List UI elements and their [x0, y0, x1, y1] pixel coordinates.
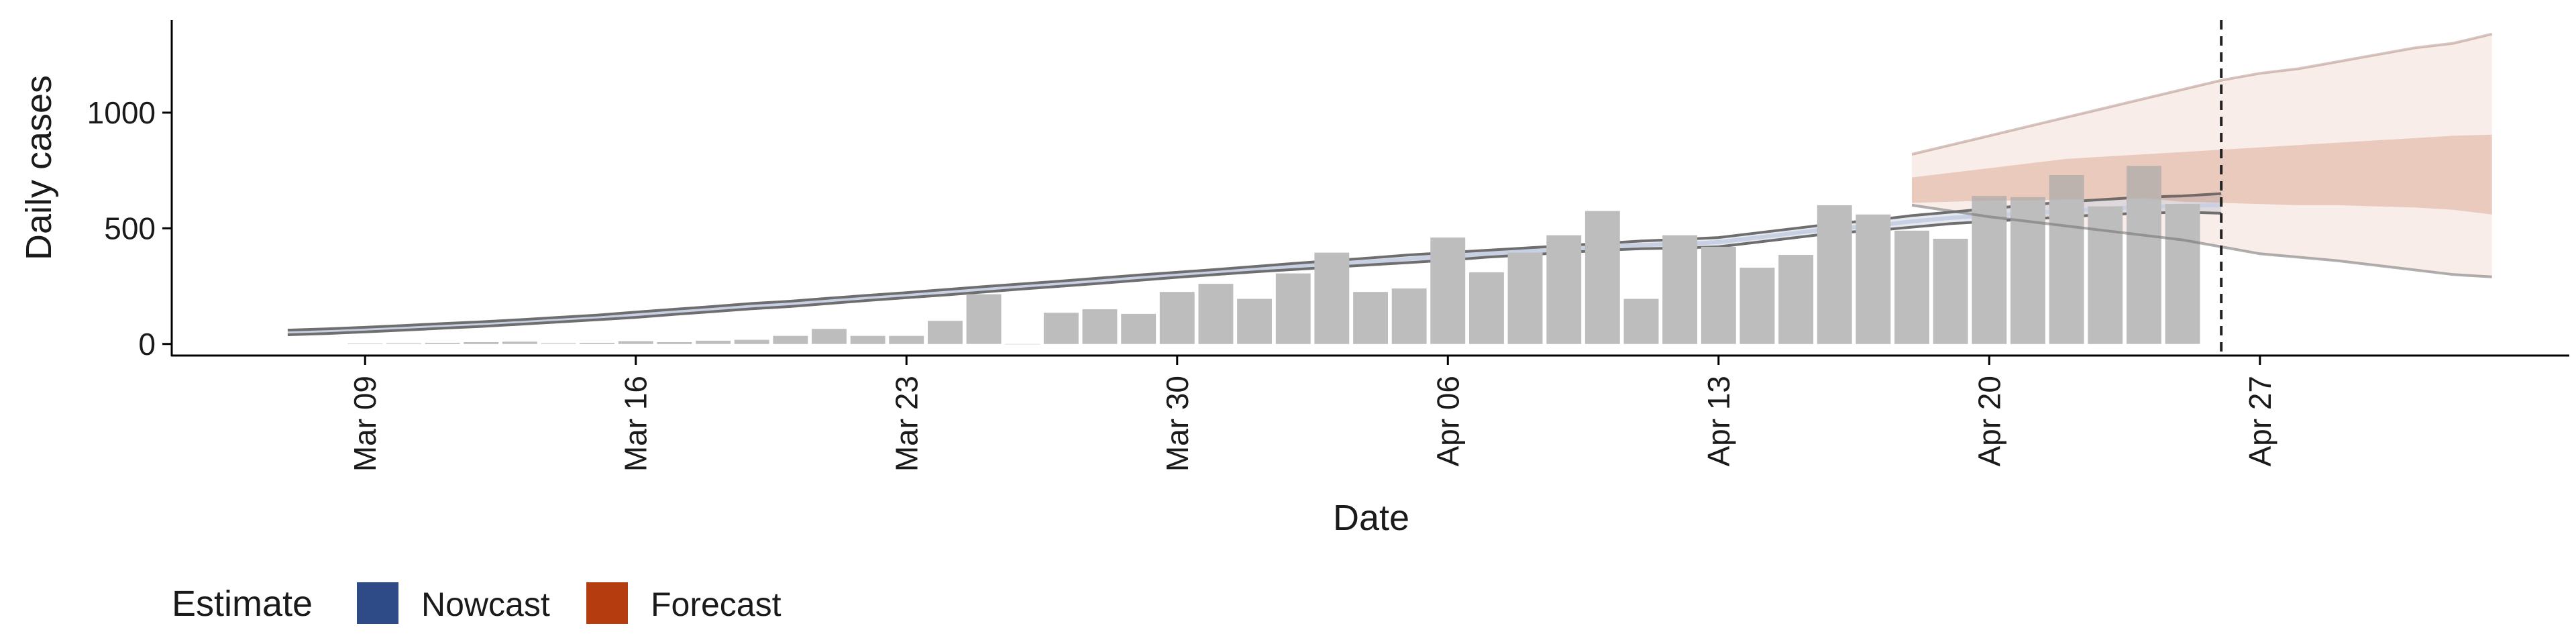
observed-bar [1894, 230, 1929, 344]
observed-bar [1391, 288, 1427, 344]
observed-bar [1314, 252, 1350, 344]
observed-bar [696, 340, 731, 344]
observed-bar [2165, 204, 2200, 344]
observed-bar [657, 342, 692, 344]
nowcast-median-line [287, 203, 2222, 335]
observed-bars [347, 166, 2200, 345]
x-tick-label: Apr 13 [1701, 376, 1736, 467]
observed-bar [1469, 272, 1504, 344]
observed-bar [1275, 273, 1311, 344]
nowcast-lower-line [287, 211, 2222, 336]
x-tick-label: Apr 27 [2243, 376, 2277, 467]
x-tick-label: Apr 06 [1430, 376, 1465, 467]
forecast-overlay [1911, 134, 2492, 278]
y-tick-label: 0 [138, 327, 156, 362]
observed-bar [2127, 166, 2161, 344]
observed-bar [1585, 211, 1620, 344]
legend-label-forecast: Forecast [651, 586, 782, 623]
observed-bar [1198, 284, 1234, 344]
observed-bar [1430, 237, 1466, 344]
x-tick-label: Mar 23 [889, 376, 924, 472]
x-ticks: Mar 09 Mar 16 Mar 23 Mar 30 Apr 06 Apr 13 Apr … [347, 356, 2277, 472]
forecast-inner-overlay [1912, 134, 2492, 215]
x-axis-title: Date [1333, 498, 1409, 538]
legend-swatch-forecast [586, 582, 628, 624]
observed-bar [966, 294, 1002, 344]
forecast-lower-line [1911, 203, 2492, 278]
observed-bar [850, 335, 885, 344]
y-ticks: 0 500 1000 [87, 95, 172, 362]
legend: Estimate Nowcast Forecast [172, 582, 782, 624]
observed-bar [1353, 292, 1388, 344]
observed-bar [1159, 292, 1195, 344]
observed-bar [2088, 206, 2123, 344]
observed-bar [1701, 246, 1736, 344]
y-tick-label: 1000 [87, 95, 156, 130]
observed-bar [1739, 268, 1775, 344]
observed-bar [1043, 313, 1079, 344]
observed-bar [889, 335, 924, 344]
forecast-upper-line [1911, 32, 2493, 156]
observed-bar [1972, 196, 2007, 344]
observed-bar [347, 343, 383, 344]
x-tick-label: Mar 09 [347, 376, 382, 472]
observed-bar [734, 339, 769, 344]
observed-bar [1817, 205, 1852, 344]
x-tick-label: Mar 16 [619, 376, 653, 472]
x-tick-label: Apr 20 [1972, 376, 2006, 467]
legend-label-nowcast: Nowcast [421, 586, 550, 623]
observed-bar [773, 335, 808, 344]
observed-bar [1856, 214, 1891, 344]
y-axis-title: Daily cases [19, 75, 59, 260]
observed-bar [1005, 343, 1040, 345]
axes [170, 20, 2569, 357]
observed-bar [502, 341, 537, 344]
nowcast-upper-line [287, 192, 2222, 332]
y-tick-label: 500 [104, 211, 156, 246]
observed-bar [1662, 235, 1698, 344]
observed-bar [1082, 309, 1118, 344]
observed-bar [1933, 238, 1968, 344]
observed-bar [580, 343, 615, 344]
observed-bar [1507, 252, 1543, 344]
legend-title: Estimate [172, 584, 313, 624]
observed-bar [541, 343, 576, 344]
observed-bar [1546, 235, 1582, 344]
observed-bar [425, 343, 460, 344]
observed-bar [928, 321, 963, 344]
observed-bar [386, 343, 421, 344]
observed-bar [1121, 313, 1157, 344]
observed-bar [812, 329, 847, 344]
observed-bar [2049, 175, 2084, 344]
legend-swatch-nowcast [357, 582, 398, 624]
observed-bar [1237, 299, 1272, 344]
x-tick-label: Mar 30 [1160, 376, 1195, 472]
observed-bar [1778, 255, 1814, 344]
observed-bar [1623, 299, 1659, 344]
observed-bar [464, 342, 499, 344]
observed-bar [618, 341, 653, 344]
